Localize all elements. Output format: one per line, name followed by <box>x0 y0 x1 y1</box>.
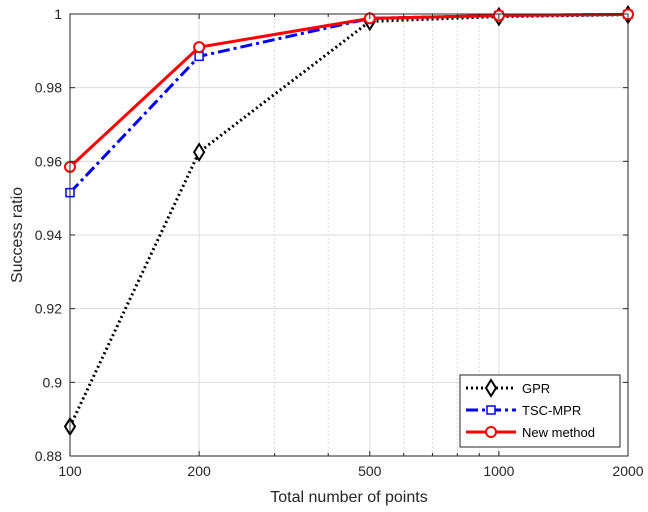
data-point-new-method <box>193 41 206 54</box>
x-tick-label: 100 <box>58 463 82 479</box>
legend-label-new-method: New method <box>522 425 595 440</box>
y-tick-label: 0.98 <box>35 80 62 96</box>
x-tick-label: 500 <box>358 463 382 479</box>
x-axis-label: Total number of points <box>270 489 427 506</box>
legend-marker-gpr <box>484 378 498 398</box>
y-tick-label: 0.96 <box>35 153 62 169</box>
legend-label-tsc-mpr: TSC-MPR <box>522 403 581 418</box>
data-point-tsc-mpr <box>194 51 204 62</box>
x-tick-label: 2000 <box>612 463 643 479</box>
y-tick-label: 1 <box>54 6 62 22</box>
y-tick-label: 0.92 <box>35 301 62 317</box>
data-point-gpr <box>192 142 206 163</box>
legend: GPR TSC-MPR New method <box>459 374 621 448</box>
y-tick-label: 0.94 <box>35 227 62 243</box>
x-tick-label: 200 <box>187 463 211 479</box>
axis-ticks: 0.88 0.9 0.92 0.94 0.96 0.98 1 100 200 500 1000 200… <box>35 6 644 479</box>
legend-marker-tsc-mpr <box>486 405 496 415</box>
x-tick-label: 1000 <box>483 463 514 479</box>
y-axis-label: Success ratio <box>9 187 26 283</box>
y-tick-label: 0.9 <box>43 374 63 390</box>
y-tick-label: 0.88 <box>35 448 62 464</box>
legend-marker-new-method <box>485 426 497 438</box>
legend-label-gpr: GPR <box>522 381 550 396</box>
